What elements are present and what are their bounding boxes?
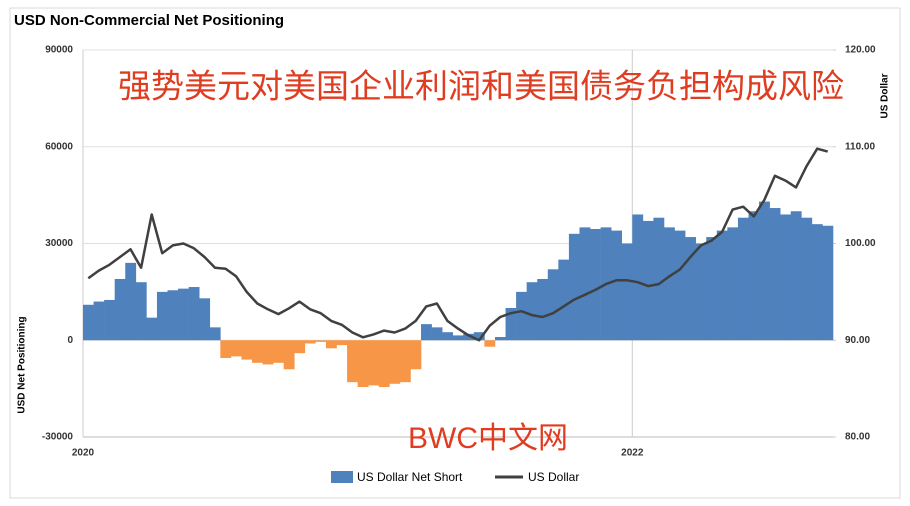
bar	[685, 237, 696, 341]
plot-area: -30000 0 30000 60000 90000 80.00 90.00 100.00 11…	[42, 45, 876, 459]
bar	[663, 227, 675, 341]
y-tick-label: 30000	[45, 238, 73, 249]
y2-tick-label: 90.00	[845, 335, 870, 346]
bar	[590, 228, 601, 341]
bar	[368, 340, 380, 386]
bar	[759, 201, 770, 341]
bar	[473, 332, 485, 341]
y2-axis-title: US Dollar	[880, 73, 891, 118]
bar	[199, 298, 211, 341]
bar	[494, 337, 506, 341]
bar	[674, 230, 686, 341]
bar	[780, 214, 792, 341]
bar	[547, 269, 559, 341]
bar	[315, 340, 327, 342]
bar	[220, 340, 232, 358]
bar	[505, 308, 517, 341]
bar	[294, 340, 306, 354]
bar	[357, 340, 369, 388]
bar	[431, 327, 443, 341]
bar	[452, 335, 464, 341]
line	[87, 147, 829, 342]
bar	[83, 304, 94, 341]
bar	[325, 340, 337, 349]
bar	[336, 340, 348, 346]
y-axis-title: USD Net Positioning	[17, 316, 28, 413]
bar	[104, 299, 115, 341]
overlay-title: 强势美元对美国企业利润和美国债务负担构成风险	[118, 68, 844, 105]
bar	[156, 291, 168, 341]
bar	[304, 340, 316, 344]
bar	[558, 259, 570, 341]
bar	[579, 227, 591, 341]
bar	[399, 340, 411, 383]
bar	[442, 332, 454, 341]
bar	[410, 340, 422, 370]
chart-title: USD Non-Commercial Net Positioning	[14, 12, 284, 29]
bar	[716, 230, 728, 341]
bar	[632, 214, 644, 341]
bar	[516, 291, 527, 341]
bar	[378, 340, 390, 388]
bar	[822, 225, 834, 341]
legend-label: US Dollar	[528, 470, 579, 484]
bar	[273, 340, 285, 363]
bar	[230, 340, 242, 357]
bar	[135, 282, 147, 341]
bar	[262, 340, 274, 365]
bar	[347, 340, 358, 383]
bar	[146, 317, 158, 341]
y2-tick-label: 110.00	[845, 141, 875, 152]
legend-swatch-bar	[331, 471, 353, 483]
bar	[769, 208, 781, 341]
bar	[463, 333, 475, 341]
bar	[188, 287, 200, 341]
bar	[421, 324, 432, 341]
bar	[283, 340, 295, 370]
bar	[706, 237, 718, 341]
bar	[748, 211, 760, 341]
y2-tick-label: 80.00	[845, 432, 870, 443]
bar	[727, 227, 739, 341]
bar	[790, 211, 802, 341]
bar	[737, 217, 749, 341]
bar	[653, 217, 665, 341]
legend-label: US Dollar Net Short	[357, 470, 463, 484]
y-tick-label: 60000	[45, 141, 73, 152]
y2-tick-label: 120.00	[845, 45, 876, 56]
watermark: BWC中文网	[408, 422, 568, 455]
bar	[178, 288, 189, 341]
y-tick-label: 0	[67, 335, 73, 346]
x-tick-label: 2022	[621, 448, 644, 459]
bar	[167, 290, 179, 341]
bar	[389, 340, 401, 384]
bar	[252, 340, 263, 363]
bar	[568, 233, 580, 341]
bar	[537, 278, 549, 341]
bar	[125, 262, 137, 341]
bar	[209, 327, 221, 341]
bar	[695, 243, 707, 341]
bar	[241, 340, 253, 360]
bar	[811, 224, 823, 341]
bar	[611, 230, 623, 341]
y-tick-label: -30000	[42, 432, 74, 443]
bar	[526, 282, 538, 341]
bar	[642, 220, 654, 341]
bar	[801, 217, 813, 341]
bar	[484, 340, 496, 347]
bar	[621, 243, 633, 341]
bar	[114, 278, 126, 341]
bar	[93, 301, 105, 341]
x-tick-label: 2020	[72, 448, 95, 459]
y-tick-label: 90000	[45, 45, 73, 56]
y2-tick-label: 100.00	[845, 238, 876, 249]
